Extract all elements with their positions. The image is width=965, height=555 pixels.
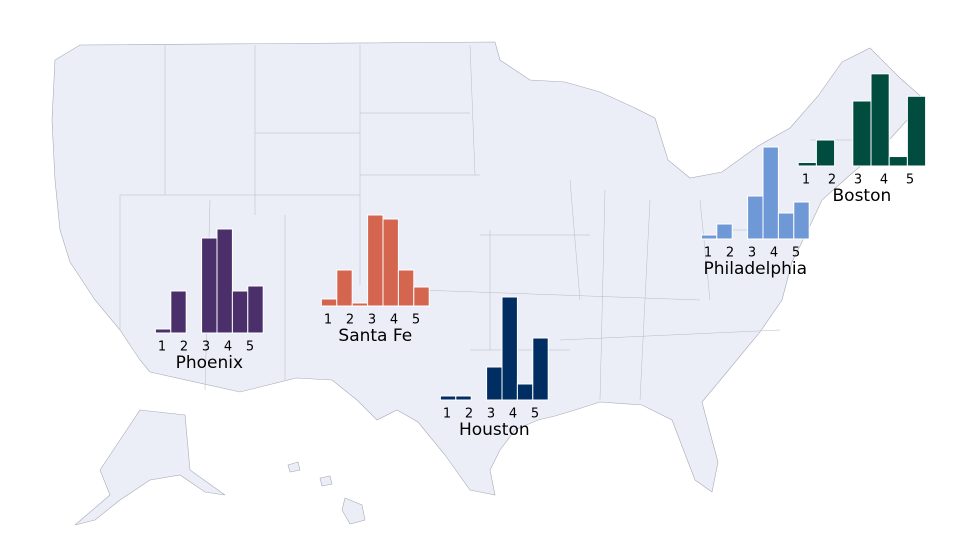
bar [700,234,718,240]
x-tick-label: 5 [792,246,800,261]
bar [336,269,353,307]
bar [516,383,534,401]
bar [793,201,810,240]
x-tick-label: 4 [509,407,517,422]
city-label: Houston [459,420,530,440]
bar [231,290,249,334]
bar [201,237,218,334]
bar [439,395,457,401]
x-tick-label: 5 [531,407,539,422]
bar [320,298,338,307]
x-tick-label: 5 [246,340,254,355]
city-label: Santa Fe [338,326,412,346]
bar [216,228,233,334]
x-tick-label: 3 [854,173,862,188]
city-label: Boston [833,186,892,206]
x-tick-label: 2 [346,313,354,328]
bar [486,366,503,401]
x-tick-label: 2 [465,407,473,422]
x-tick-label: 1 [802,173,810,188]
bar [532,337,549,401]
x-tick-label: 3 [748,246,756,261]
contiguous-us [51,41,926,496]
bar [367,214,384,307]
bar [351,302,369,307]
bar [247,285,264,334]
x-tick-label: 1 [704,246,712,261]
x-tick-label: 2 [180,340,188,355]
x-tick-label: 3 [202,340,210,355]
bar [852,100,872,167]
bar [455,395,472,401]
x-tick-label: 2 [828,173,836,188]
x-tick-label: 5 [906,173,914,188]
bar [762,146,779,240]
bar [906,95,927,167]
x-tick-label: 5 [412,313,420,328]
x-tick-label: 3 [487,407,495,422]
x-tick-label: 1 [158,340,166,355]
x-tick-label: 4 [390,313,398,328]
bar [154,328,172,334]
basemap [51,41,926,526]
x-tick-label: 4 [770,246,778,261]
bar [501,296,518,401]
bar [747,195,764,240]
x-tick-label: 4 [880,173,888,188]
alaska [74,409,226,526]
bar [397,269,415,307]
x-tick-label: 3 [368,313,376,328]
bar [870,73,890,167]
hawaii [287,461,366,525]
bar [815,139,836,167]
bar [382,218,399,307]
bar [797,161,817,167]
bar [170,290,187,334]
city-label: Philadelphia [704,259,808,279]
bar [777,212,795,240]
x-tick-label: 1 [443,407,451,422]
x-tick-label: 1 [324,313,332,328]
x-tick-label: 2 [726,246,734,261]
bar [716,223,733,240]
bar [888,156,908,167]
x-tick-label: 4 [224,340,232,355]
bar [413,286,430,307]
city-label: Phoenix [176,353,243,373]
